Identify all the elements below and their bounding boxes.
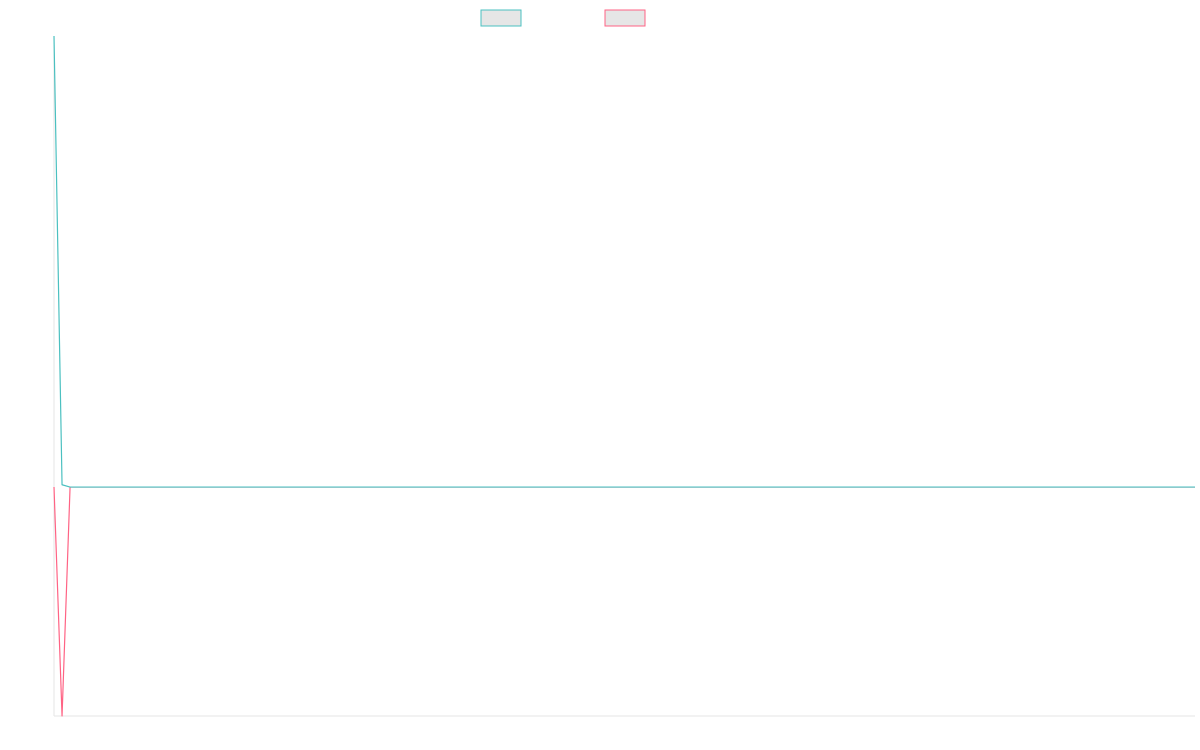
- chart-legend: [480, 9, 646, 27]
- legend-swatch-series-2[interactable]: [604, 9, 646, 27]
- series-line-1: [53, 35, 1195, 488]
- chart-axes: [53, 36, 1195, 717]
- legend-swatch-series-1[interactable]: [480, 9, 522, 27]
- series-line-2: [53, 486, 1195, 717]
- series-layer: [53, 35, 1195, 717]
